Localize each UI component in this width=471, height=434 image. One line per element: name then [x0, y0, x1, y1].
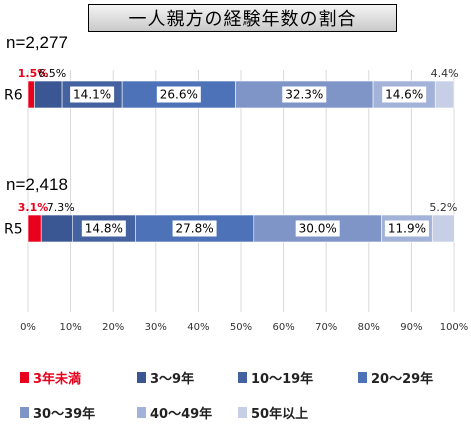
- data-label: 5.2%: [429, 201, 457, 214]
- legend-item: 3～9年: [137, 368, 194, 387]
- data-label: 26.6%: [160, 88, 198, 102]
- bar-segment: [431, 214, 455, 243]
- legend-item: 50年以上: [238, 403, 308, 422]
- data-label-box: [295, 220, 340, 237]
- x-tick-label: 0%: [20, 322, 36, 333]
- data-label: 6.5%: [38, 67, 66, 80]
- legend-item: 40～49年: [137, 403, 212, 422]
- x-tick-label: 50%: [230, 322, 252, 333]
- x-tick-label: 30%: [145, 322, 167, 333]
- legend-label: 10～19年: [251, 372, 314, 387]
- bar-segment: [27, 80, 35, 109]
- data-label: 7.3%: [47, 201, 75, 214]
- data-label: 11.9%: [388, 222, 426, 236]
- legend-item: 20～29年: [358, 368, 433, 387]
- data-label: 14.1%: [73, 88, 111, 102]
- x-tick-label: 60%: [272, 322, 294, 333]
- legend-label: 40～49年: [150, 407, 213, 422]
- bar-segment: [434, 80, 455, 109]
- legend-swatch: [137, 372, 146, 383]
- legend-label: 20～29年: [371, 372, 434, 387]
- x-tick-label: 10%: [59, 322, 81, 333]
- data-label: 4.4%: [431, 67, 459, 80]
- data-label: 14.6%: [385, 88, 423, 102]
- legend-swatch: [137, 407, 146, 418]
- data-label-box: [172, 220, 217, 237]
- legend-swatch: [20, 372, 29, 383]
- legend-item: 10～19年: [238, 368, 313, 387]
- bar-segment: [34, 80, 63, 109]
- data-label-box: [282, 86, 327, 103]
- data-label: 14.8%: [85, 222, 123, 236]
- legend-item: 3年未満: [20, 368, 81, 387]
- data-label-box: [81, 220, 126, 237]
- data-label-box: [382, 86, 427, 103]
- legend-label: 3～9年: [150, 372, 195, 387]
- legend-label: 50年以上: [251, 407, 309, 422]
- data-label-box: [156, 86, 201, 103]
- sample-size-label: n=2,418: [6, 175, 68, 194]
- legend-item: 30～39年: [20, 403, 95, 422]
- legend: 3年未満 3～9年 10～19年 20～29年 30～39年 40～49年 50年以上: [0, 360, 471, 434]
- legend-label: 30～39年: [33, 407, 96, 422]
- legend-label: 3年未満: [33, 372, 82, 387]
- data-label: 3.1%: [18, 201, 49, 214]
- bar-segment: [27, 214, 42, 243]
- row-label: R6: [4, 88, 23, 104]
- x-tick-label: 20%: [102, 322, 124, 333]
- x-tick-label: 70%: [315, 322, 337, 333]
- chart-title: 一人親方の経験年数の割合: [88, 4, 397, 32]
- legend-swatch: [238, 372, 247, 383]
- row-label: R5: [4, 222, 23, 238]
- legend-swatch: [358, 372, 367, 383]
- sample-size-label: n=2,277: [6, 33, 68, 52]
- stacked-bar-chart: 0% 10% 20% 30% 40% 50% 60% 70% 80% 90% 100% n=2,277…: [4, 33, 469, 333]
- x-tick-label: 40%: [187, 322, 209, 333]
- data-label: 1.5%: [18, 67, 49, 80]
- x-tick-label: 80%: [358, 322, 380, 333]
- data-label-box: [70, 86, 115, 103]
- bar-segment: [40, 214, 73, 243]
- legend-swatch: [238, 407, 247, 418]
- data-label: 27.8%: [176, 222, 214, 236]
- data-label: 30.0%: [299, 222, 337, 236]
- legend-swatch: [20, 407, 29, 418]
- x-tick-label: 100%: [440, 322, 469, 333]
- data-label: 32.3%: [285, 88, 323, 102]
- x-tick-label: 90%: [400, 322, 422, 333]
- data-label-box: [384, 220, 429, 237]
